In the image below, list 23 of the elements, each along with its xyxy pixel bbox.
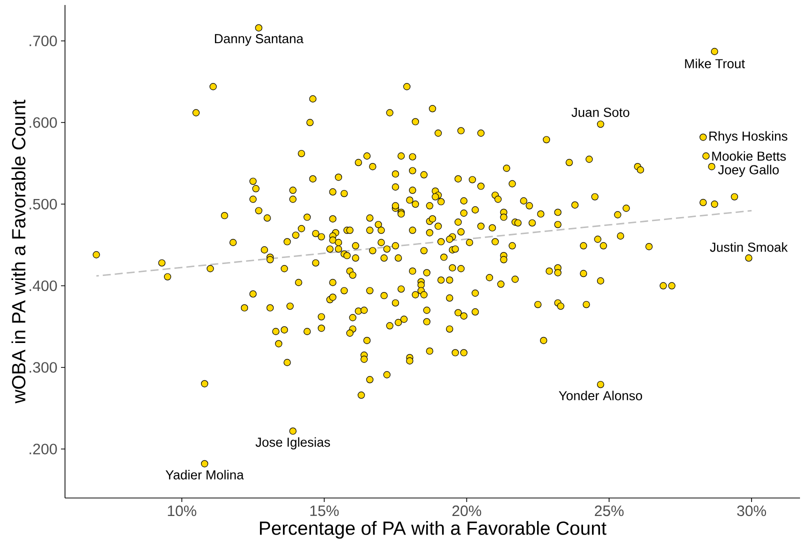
annotation: Yadier Molina [166,470,244,480]
x-axis-title: Percentage of PA with a Favorable Count [260,520,606,539]
x-tick-label: 20% [452,506,482,516]
annotation: Yonder Alonso [558,390,642,400]
annotation: Justin Smoak [710,242,788,252]
x-tick-label: 15% [310,506,339,516]
y-axis-title: wOBA in PA with a Favorable Count [11,100,26,404]
annotation: Mookie Betts [712,151,786,161]
annotation: Jose Iglesias [256,437,330,450]
annotation: Juan Soto [572,108,630,117]
y-tick-label: .500 [30,198,57,210]
x-tick-label: 30% [737,506,766,516]
y-tick-label: .600 [30,117,57,128]
y-tick-label: .200 [30,444,57,454]
x-tick-label: 10% [168,506,196,516]
y-tick-label: .400 [30,280,57,292]
annotation: Danny Santana [214,34,304,46]
annotation: Rhys Hoskins [709,131,788,144]
y-tick-label: .300 [30,362,57,373]
x-tick-label: 25% [594,506,624,516]
y-tick-label: .700 [30,36,57,46]
annotation: Joey Gallo [718,164,779,177]
annotation: Mike Trout [685,58,745,68]
